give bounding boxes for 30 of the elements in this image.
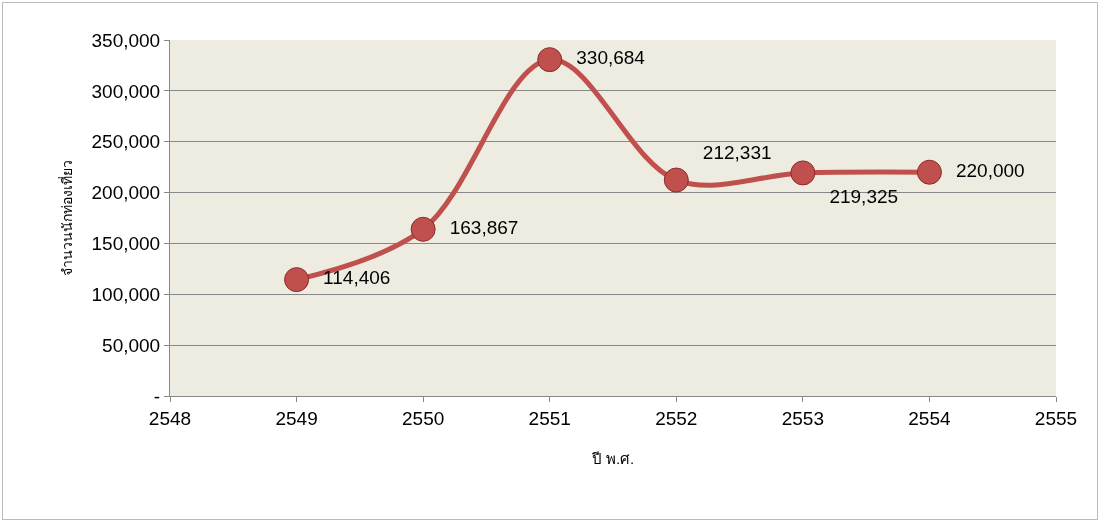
point <box>410 216 436 242</box>
data-label: 163,867 <box>439 217 519 239</box>
x-tick-label: 2553 <box>781 407 824 429</box>
y-tick-label: 300,000 <box>91 80 161 102</box>
x-tick-label: 2549 <box>275 407 318 429</box>
y-tick-label: 350,000 <box>91 29 161 51</box>
y-tick-label: 100,000 <box>91 283 161 305</box>
y-axis-title: จำนวนนักท่องเที่ยว <box>58 160 76 276</box>
x-tick-label: 2554 <box>908 407 951 429</box>
point <box>916 159 942 185</box>
y-tick-label: 250,000 <box>91 131 161 153</box>
x-tick-label: 2552 <box>655 407 698 429</box>
data-label: 330,684 <box>565 47 646 69</box>
point <box>537 47 563 73</box>
data-label: 220,000 <box>945 159 1025 181</box>
y-tick-label: 50,000 <box>102 334 161 356</box>
x-tick-label: 2548 <box>148 407 192 429</box>
data-label: 212,331 <box>692 142 772 164</box>
point <box>663 167 689 193</box>
x-tick-label: 2555 <box>1034 407 1078 429</box>
point <box>790 160 816 186</box>
y-tick-label: 150,000 <box>91 233 161 255</box>
x-axis-title: ปี พ.ศ. <box>590 449 635 467</box>
y-tick-label: 200,000 <box>91 182 161 204</box>
x-tick-label: 2550 <box>402 407 445 429</box>
y-tick-label: - <box>153 385 161 407</box>
data-label: 219,325 <box>818 186 899 208</box>
data-label: 114,406 <box>312 267 391 289</box>
point <box>284 267 310 293</box>
x-tick-label: 2551 <box>528 407 571 429</box>
